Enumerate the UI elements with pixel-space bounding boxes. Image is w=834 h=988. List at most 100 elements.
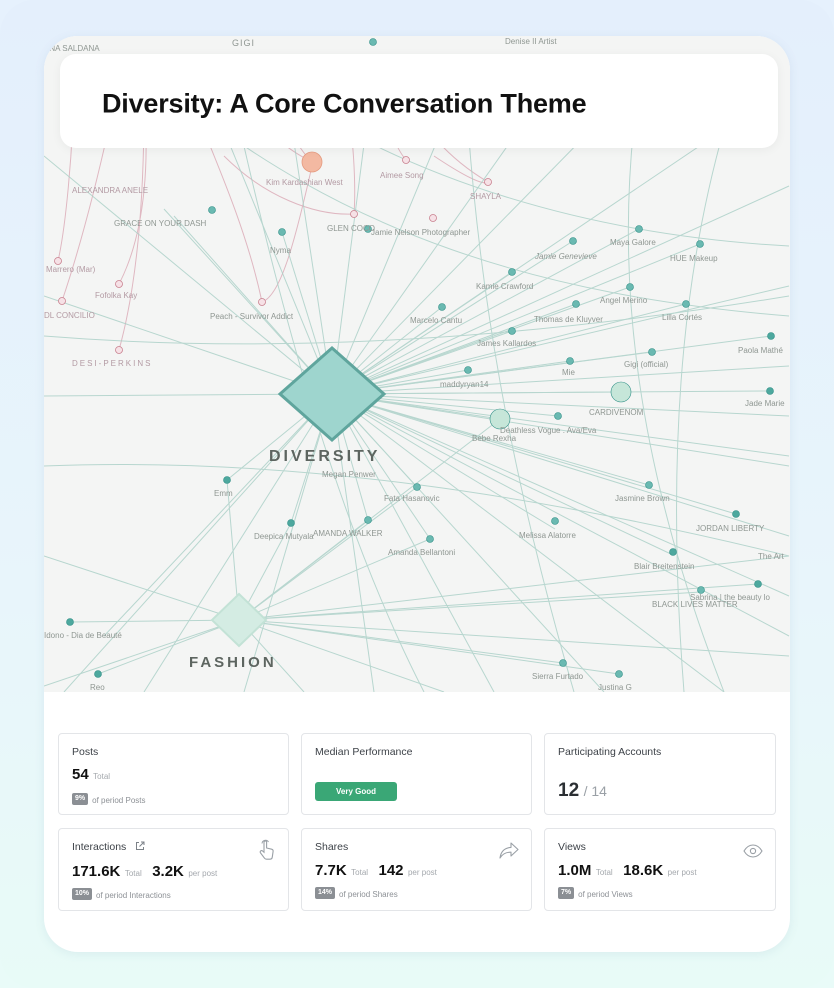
node-label: Emm [214,489,233,498]
shares-pct-text: of period Shares [339,890,398,899]
posts-pct-badge: 9% [72,792,89,805]
performance-badge: Very Good [315,782,397,801]
node-label: The Art [758,552,784,561]
fashion-theme-label: FASHION [189,654,277,671]
node-label: Deathless Vogue . Ava/Eva [500,426,597,435]
node-label: Nyma [270,246,291,255]
median-performance-card: Median Performance Very Good [301,733,532,815]
node-label: GLEN COCO [327,224,376,233]
node-label: DL CONCILIO [44,311,95,320]
node-label: AMANDA WALKER [313,529,383,538]
interactions-label: Interactions [72,841,145,853]
diversity-theme-node[interactable] [277,345,387,443]
interactions-value: 171.6K [72,863,121,880]
interactions-card: Interactions 171.6K Total 3.2K per post … [58,828,289,911]
participating-accounts-card: Participating Accounts 12 / 14 [544,733,776,815]
views-per-post-unit: per post [667,868,697,877]
shares-card: Shares 7.7K Total 142 per post 14% of per… [301,828,532,911]
node-label: Deepica Mutyala [254,532,314,541]
node-label: Amanda Bellantoni [388,548,456,557]
node-label: Kim Kardashian West [266,178,343,187]
node-label: Gigi (official) [624,360,669,369]
node-label: Lilla Cortés [662,313,703,322]
posts-pct-text: of period Posts [92,796,146,805]
shares-unit: Total [351,868,369,877]
node-label: BLACK LIVES MATTER [652,600,738,609]
views-label: Views [558,841,586,853]
node-label: Bebe Rexha [472,434,517,443]
shares-per-post-unit: per post [407,868,437,877]
interactions-pct-text: of period Interactions [96,891,171,900]
views-value: 1.0M [558,862,592,879]
node-label: maddyryan14 [440,380,489,389]
node-label: Paola Mathé [738,346,783,355]
interactions-pct-badge: 10% [72,887,93,900]
shares-per-post-value: 142 [378,862,404,879]
node-label: Maya Galore [610,238,656,247]
interactions-unit: Total [124,869,142,878]
node-label: Sierra Furtado [532,672,584,681]
node-label: Jamie Genevieve [535,252,597,261]
views-pct-text: of period Views [578,890,633,899]
node-label: SHAYLA [470,192,501,201]
interactions-per-post-value: 3.2K [152,863,184,880]
node-label: CARDIVENOM [589,408,644,417]
views-card: Views 1.0M Total 18.6K per post 7% of per… [544,828,776,911]
views-pct-badge: 7% [558,886,575,899]
fashion-theme-node[interactable] [210,592,268,648]
posts-unit: Total [93,772,111,781]
shares-value: 7.7K [315,862,347,879]
title-bar: Diversity: A Core Conversation Theme [60,54,778,148]
shares-pct-badge: 14% [315,886,336,899]
node-label: ALEXANDRA ANELE [72,186,149,195]
views-unit: Total [595,868,613,877]
shares-label: Shares [315,841,349,853]
node-label: Thomas de Kluyver [534,315,603,324]
hand-pointer-icon [259,839,274,860]
interactions-per-post-unit: per post [188,869,218,878]
node-label: Jamie Nelson Photographer [371,228,471,237]
theme-card: ANA SALDANA GIGI Denise II Artist ALEXAN… [44,36,790,952]
node-label: Angel Merino [600,296,648,305]
node-label: DESI-PERKINS [72,359,153,368]
interactions-label-text: Interactions [72,841,127,853]
share-arrow-icon [499,842,519,859]
node-label: Sabrina | the beauty lo [690,593,770,602]
node-label: Jade Marie [745,399,785,408]
node-label: Megan Penwer [322,470,376,479]
node-label: JORDAN LIBERTY [696,524,765,533]
node-label: Reo [90,683,105,692]
node-label: Marrero (Mar) [46,265,96,274]
node-label: HUE Makeup [670,254,718,263]
median-performance-label: Median Performance [315,746,413,758]
node-label: James Kallardos [477,339,537,348]
external-link-icon[interactable] [135,841,145,851]
eye-icon [743,844,763,858]
node-label: Mie [562,368,575,377]
views-per-post-value: 18.6K [623,862,664,879]
posts-card: Posts 54 Total 9% of period Posts [58,733,289,815]
node-label: GRACE ON YOUR DASH [114,219,207,228]
node-label: Peach - Survivor Addict [210,312,294,321]
accounts-total: / 14 [583,783,607,799]
accounts-value: 12 [558,780,580,801]
posts-label: Posts [72,746,99,758]
node-label: Fata Hasanovic [384,494,440,503]
node-label: Aimee Song [380,171,424,180]
node-label: Kamie Crawford [476,282,534,291]
posts-value: 54 [72,766,89,783]
node-label: Denise II Artist [505,37,557,46]
network-graph[interactable]: ANA SALDANA GIGI Denise II Artist ALEXAN… [44,36,790,692]
node-label: ANA SALDANA [44,44,100,53]
node-label: Jasmine Brown [615,494,670,503]
node-label: Blair Breitenstein [634,562,695,571]
node-label: Marcelo Cantu [410,316,463,325]
page-title: Diversity: A Core Conversation Theme [102,88,587,119]
node-label: Fofolka Kay [95,291,138,300]
participating-accounts-label: Participating Accounts [558,746,662,758]
node-label: GIGI [232,38,256,48]
node-label: Melissa Alatorre [519,531,576,540]
node-label: Idono - Dia de Beauté [44,631,122,640]
diversity-theme-label: DIVERSITY [269,448,381,465]
